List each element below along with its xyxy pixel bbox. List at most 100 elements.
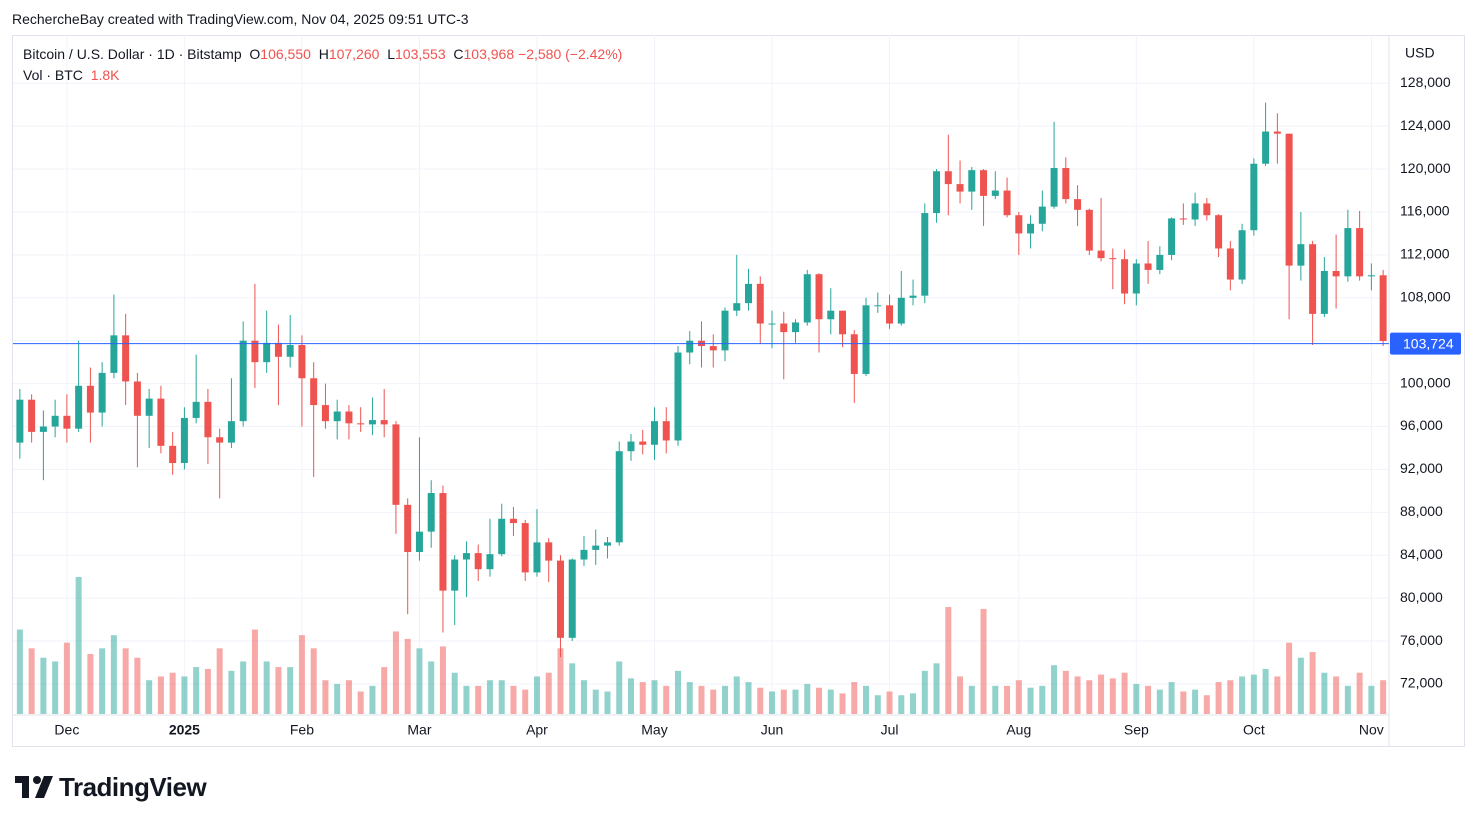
volume-bar — [381, 667, 388, 714]
volume-bar — [910, 693, 917, 714]
x-tick-label: Jun — [761, 722, 784, 738]
volume-bar — [616, 661, 623, 714]
y-tick-label: 72,000 — [1400, 675, 1443, 691]
candle-body — [933, 171, 941, 214]
volume-bar — [1262, 668, 1269, 714]
volume-bar — [1286, 642, 1293, 714]
volume-key: Vol · BTC — [23, 67, 83, 83]
y-tick-label: 76,000 — [1400, 632, 1443, 648]
candle-body — [1379, 275, 1387, 342]
currency-label: USD — [1405, 45, 1435, 61]
candle-body — [709, 346, 717, 351]
volume-bar — [498, 680, 505, 714]
volume-bar — [486, 680, 493, 714]
volume-bar — [1227, 680, 1234, 714]
candle-body — [180, 417, 188, 463]
candle-body — [827, 310, 835, 320]
volume-bar — [1145, 685, 1152, 714]
volume-bar — [663, 685, 670, 714]
volume-bar — [181, 676, 188, 714]
volume-bar — [733, 676, 740, 714]
candle-body — [1203, 203, 1211, 216]
volume-bar — [1274, 676, 1281, 714]
volume-bar — [792, 689, 799, 714]
candle-body — [780, 323, 788, 333]
candle-body — [1050, 168, 1058, 207]
y-tick-label: 128,000 — [1400, 74, 1451, 90]
candle-body — [1156, 254, 1164, 270]
volume-bar — [169, 672, 176, 714]
x-tick-label: Apr — [526, 722, 548, 738]
volume-bar — [63, 642, 70, 714]
volume-bar — [404, 638, 411, 714]
candle-body — [28, 399, 36, 432]
volume-bar — [287, 667, 294, 714]
candle-body — [1132, 263, 1140, 294]
volume-bar — [874, 695, 881, 714]
x-tick-label: Feb — [290, 722, 314, 738]
volume-bar — [110, 635, 117, 714]
volume-bar — [851, 682, 858, 714]
candle-body — [1344, 228, 1352, 277]
candle-body — [75, 385, 83, 429]
candle-body — [404, 504, 412, 553]
volume-bar — [1356, 672, 1363, 714]
volume-bar — [416, 648, 423, 714]
volume-bar — [827, 689, 834, 714]
candle-body — [1074, 199, 1082, 210]
candle-body — [274, 342, 282, 357]
y-tick-label: 116,000 — [1400, 203, 1450, 219]
volume-bar — [345, 680, 352, 714]
price-tag — [1390, 332, 1461, 355]
volume-value: 1.8K — [90, 67, 120, 83]
ohlc-key: O — [249, 46, 261, 62]
volume-bar — [722, 685, 729, 714]
candle-body — [439, 493, 447, 591]
volume-bar — [898, 695, 905, 714]
ohlc-value: 103,553 — [395, 46, 446, 62]
volume-bar — [275, 667, 282, 714]
candle-body — [298, 345, 306, 379]
volume-bar — [1109, 678, 1116, 714]
volume-bar — [122, 648, 129, 714]
candle-body — [98, 372, 106, 413]
candle-body — [733, 303, 741, 311]
volume-bar — [604, 691, 611, 714]
y-tick-label: 92,000 — [1400, 460, 1443, 476]
candle-body — [251, 340, 259, 363]
candle-body — [1027, 223, 1035, 234]
candle-body — [721, 310, 729, 351]
volume-bar — [1168, 682, 1175, 714]
candle-body — [956, 184, 964, 192]
candle-body — [1191, 203, 1199, 220]
volume-bar — [322, 680, 329, 714]
volume-bar — [886, 691, 893, 714]
volume-bar — [710, 689, 717, 714]
candle-body — [674, 352, 682, 441]
price-tag-label: 103,724 — [1403, 335, 1454, 351]
volume-bar — [228, 670, 235, 714]
candle-body — [1109, 258, 1117, 260]
candle-body — [1179, 218, 1187, 220]
candle-body — [521, 523, 529, 573]
candle-body — [862, 305, 870, 374]
candle-body — [415, 531, 423, 553]
x-tick-label: Nov — [1359, 722, 1384, 738]
candle-body — [286, 345, 294, 357]
candle-body — [1285, 133, 1293, 266]
x-tick-label: Dec — [54, 722, 79, 738]
candle-body — [216, 437, 224, 443]
volume-bar — [757, 687, 764, 714]
candle-body — [627, 441, 635, 452]
candle-body — [592, 545, 600, 550]
y-tick-label: 96,000 — [1400, 417, 1443, 433]
candle-body — [615, 451, 623, 543]
candle-body — [1003, 190, 1011, 216]
volume-bar — [745, 682, 752, 714]
volume-bar — [1074, 676, 1081, 714]
candle-body — [239, 340, 247, 422]
candle-body — [1168, 218, 1176, 255]
candle-body — [686, 340, 694, 353]
volume-bar — [1027, 687, 1034, 714]
